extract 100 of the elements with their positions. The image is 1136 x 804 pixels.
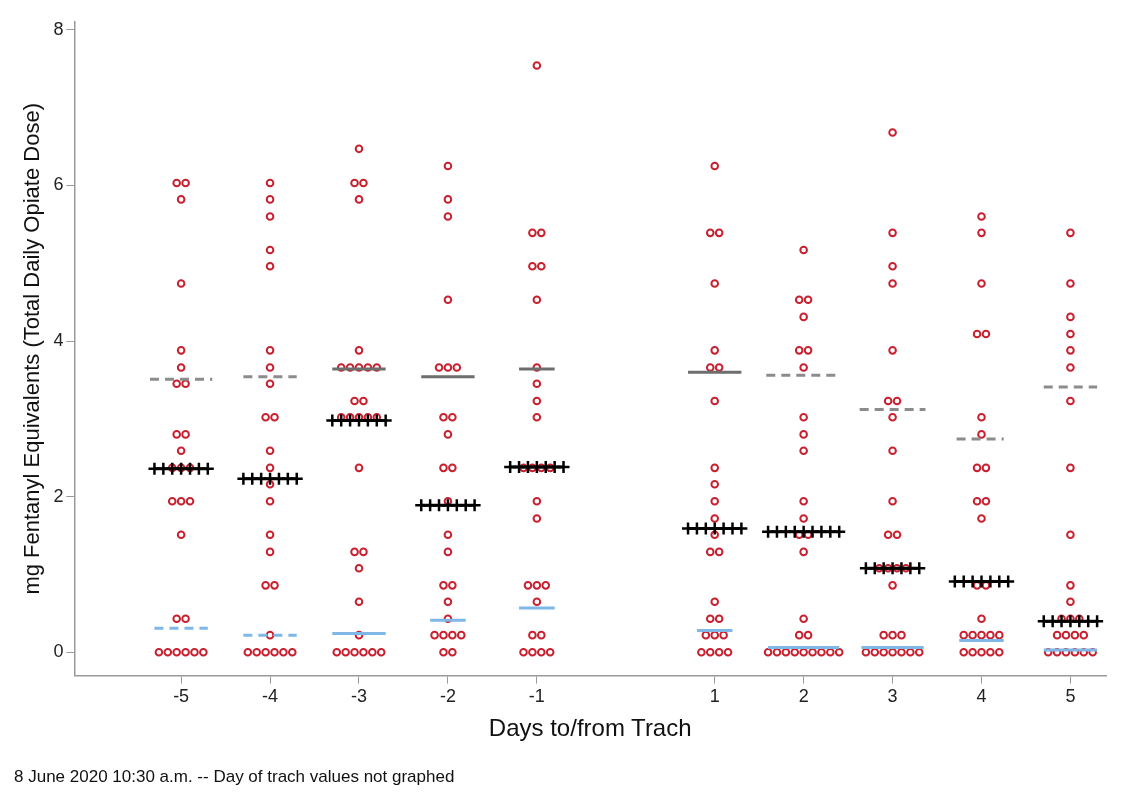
point bbox=[532, 412, 542, 422]
point bbox=[181, 379, 190, 389]
point bbox=[1066, 329, 1075, 339]
point bbox=[883, 563, 893, 573]
point bbox=[968, 647, 977, 657]
point bbox=[439, 581, 448, 590]
point bbox=[977, 647, 986, 657]
point bbox=[443, 530, 453, 540]
point bbox=[710, 497, 720, 506]
point bbox=[968, 630, 977, 640]
point bbox=[172, 614, 181, 624]
point bbox=[519, 647, 528, 657]
x-tick-label: 5 bbox=[1065, 686, 1076, 707]
point bbox=[519, 463, 528, 473]
point bbox=[972, 329, 982, 339]
y-tick-label: 8 bbox=[53, 18, 64, 39]
point bbox=[799, 614, 808, 624]
point bbox=[167, 497, 177, 506]
point bbox=[448, 647, 457, 657]
point bbox=[714, 363, 724, 372]
point bbox=[714, 547, 724, 557]
point bbox=[888, 128, 897, 137]
point bbox=[1066, 228, 1075, 238]
point bbox=[172, 647, 181, 657]
point bbox=[265, 463, 275, 473]
point bbox=[359, 647, 368, 657]
point bbox=[439, 412, 448, 422]
point bbox=[279, 647, 288, 657]
point bbox=[265, 479, 275, 489]
point bbox=[359, 396, 368, 406]
point bbox=[799, 497, 808, 506]
point bbox=[714, 614, 724, 624]
point bbox=[977, 279, 986, 288]
point bbox=[710, 346, 720, 355]
x-tick-label: -3 bbox=[350, 686, 367, 707]
point bbox=[803, 346, 813, 355]
point bbox=[199, 647, 208, 657]
point bbox=[1066, 463, 1075, 473]
point bbox=[532, 61, 542, 70]
point bbox=[705, 363, 715, 372]
y-tick-label: 4 bbox=[53, 329, 64, 350]
point bbox=[1079, 630, 1089, 640]
point bbox=[265, 547, 275, 557]
point bbox=[448, 463, 457, 473]
point bbox=[430, 630, 439, 640]
point bbox=[270, 412, 279, 422]
point bbox=[697, 647, 706, 657]
point bbox=[368, 647, 377, 657]
point bbox=[332, 647, 342, 657]
point bbox=[888, 412, 897, 422]
point bbox=[265, 363, 275, 372]
point bbox=[443, 195, 453, 204]
point bbox=[710, 479, 720, 489]
point bbox=[888, 346, 897, 355]
point bbox=[528, 262, 537, 271]
point bbox=[265, 245, 275, 255]
point bbox=[176, 195, 186, 204]
point bbox=[176, 530, 186, 540]
point bbox=[1066, 597, 1075, 606]
y-axis-title: mg Fentanyl Equivalents (Total Daily Opiate Dose) bbox=[19, 103, 45, 595]
point bbox=[959, 630, 969, 640]
point bbox=[879, 630, 888, 640]
point bbox=[888, 497, 897, 506]
point bbox=[710, 530, 720, 540]
point bbox=[799, 430, 808, 439]
point bbox=[350, 647, 359, 657]
point bbox=[994, 647, 1004, 657]
x-tick-label: 2 bbox=[798, 686, 809, 707]
point bbox=[1052, 630, 1062, 640]
point bbox=[532, 379, 542, 389]
point bbox=[181, 430, 190, 439]
point bbox=[354, 195, 364, 204]
point bbox=[883, 530, 893, 540]
point bbox=[163, 647, 173, 657]
point bbox=[354, 144, 364, 154]
y-tick-label: 6 bbox=[53, 174, 64, 195]
point bbox=[523, 581, 533, 590]
point bbox=[977, 514, 986, 523]
point bbox=[977, 228, 986, 238]
point bbox=[363, 363, 373, 372]
point bbox=[888, 262, 897, 271]
point bbox=[270, 581, 279, 590]
point bbox=[799, 245, 808, 255]
point bbox=[714, 228, 724, 238]
point bbox=[354, 363, 364, 372]
point bbox=[536, 228, 546, 238]
point bbox=[181, 614, 190, 624]
point bbox=[532, 295, 542, 305]
point bbox=[1066, 363, 1075, 372]
x-tick-label: -2 bbox=[439, 686, 456, 707]
point bbox=[372, 363, 382, 372]
point bbox=[714, 647, 724, 657]
point bbox=[536, 262, 546, 271]
point bbox=[1070, 630, 1080, 640]
point bbox=[986, 630, 995, 640]
point bbox=[172, 178, 181, 188]
point bbox=[443, 212, 453, 221]
point bbox=[176, 497, 186, 506]
point bbox=[532, 363, 542, 372]
point bbox=[888, 279, 897, 288]
